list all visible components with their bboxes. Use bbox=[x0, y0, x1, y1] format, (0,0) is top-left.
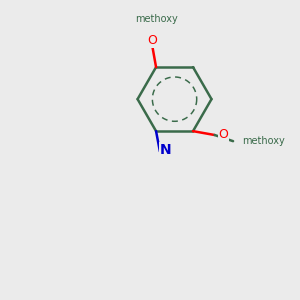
Text: methoxy: methoxy bbox=[242, 136, 285, 146]
Text: O: O bbox=[218, 128, 228, 142]
Text: O: O bbox=[147, 34, 157, 47]
Text: N: N bbox=[160, 143, 171, 157]
Text: methoxy: methoxy bbox=[135, 14, 177, 24]
